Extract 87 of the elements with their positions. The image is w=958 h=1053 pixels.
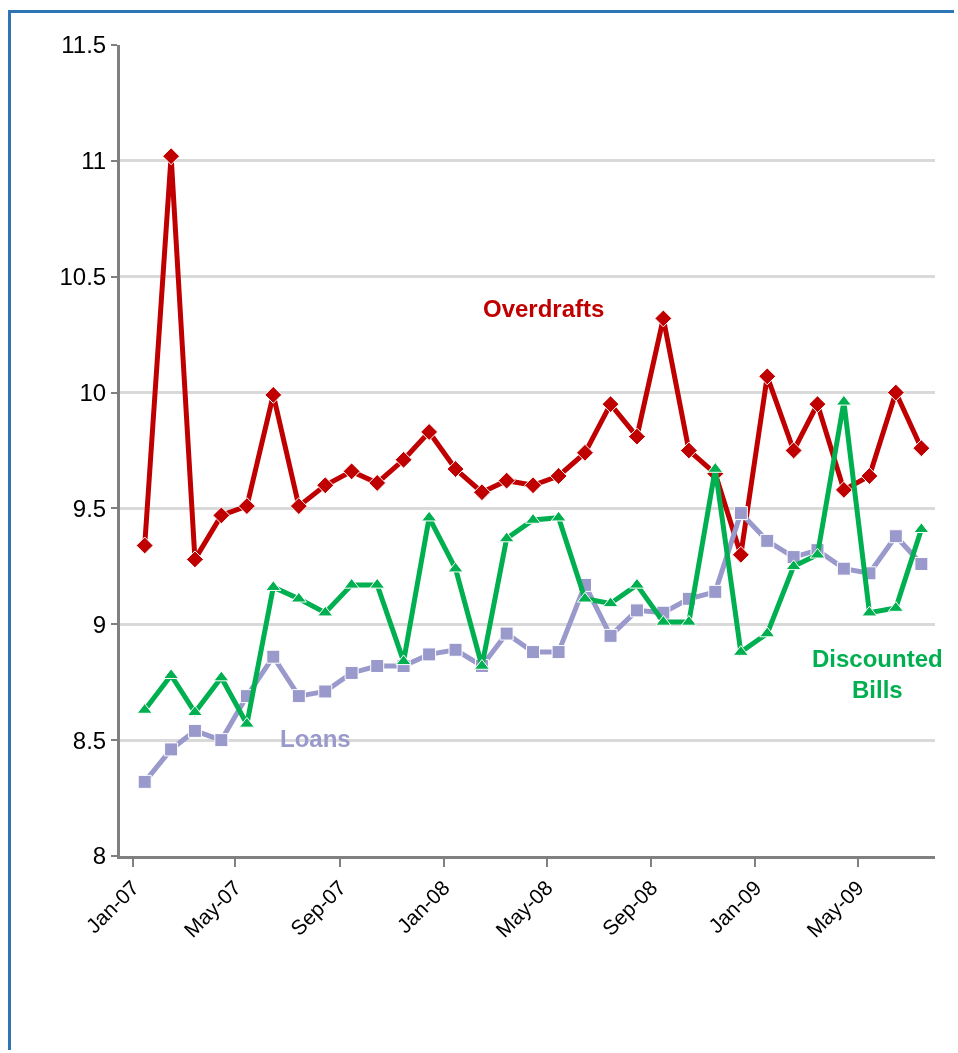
point: [318, 684, 333, 699]
point: [237, 497, 256, 516]
point: [888, 529, 903, 544]
point: [913, 522, 930, 534]
point: [886, 383, 905, 402]
point: [212, 506, 231, 525]
point: [291, 689, 306, 704]
point: [499, 626, 514, 641]
point: [576, 443, 594, 462]
point: [835, 394, 852, 406]
y-tick-label: 9: [92, 610, 107, 638]
point: [497, 471, 516, 490]
point: [135, 536, 154, 555]
point: [162, 147, 181, 166]
point: [731, 545, 750, 564]
point: [679, 441, 698, 460]
point: [654, 309, 673, 328]
point: [784, 441, 803, 460]
point: [861, 605, 878, 617]
point: [422, 647, 437, 662]
point: [551, 645, 566, 660]
point: [187, 723, 202, 738]
point: [912, 439, 931, 458]
point: [472, 483, 491, 502]
point: [370, 658, 385, 673]
point: [213, 670, 230, 682]
point: [809, 547, 826, 559]
point: [185, 550, 204, 569]
point: [343, 577, 360, 589]
y-tick-label: 8.5: [72, 726, 107, 754]
point: [549, 467, 568, 485]
point: [344, 665, 359, 680]
series-label: Loans: [280, 725, 351, 752]
point: [524, 476, 542, 495]
point: [601, 395, 620, 414]
point: [808, 395, 827, 414]
point: [342, 462, 361, 481]
point: [498, 531, 515, 543]
point: [550, 510, 567, 522]
point: [602, 596, 619, 608]
point: [759, 626, 776, 638]
point: [266, 649, 281, 664]
point: [238, 716, 255, 728]
point: [446, 460, 465, 478]
point: [368, 473, 387, 492]
point: [163, 668, 180, 680]
point: [290, 591, 307, 603]
point: [526, 645, 541, 660]
point: [733, 506, 748, 521]
point: [760, 533, 775, 548]
point: [164, 742, 179, 757]
y-tick-label: 10: [79, 378, 107, 406]
point: [421, 510, 438, 522]
point: [708, 584, 723, 599]
point: [576, 591, 593, 603]
point: [628, 577, 645, 589]
point: [603, 628, 618, 643]
point: [448, 642, 463, 657]
y-tick-label: 9.5: [72, 494, 107, 522]
point: [627, 427, 646, 446]
point: [264, 385, 283, 404]
point: [316, 476, 335, 495]
point: [186, 705, 203, 717]
y-tick-label: 11: [81, 147, 107, 175]
point: [137, 774, 152, 789]
point: [914, 557, 929, 572]
point: [395, 654, 412, 666]
point: [836, 561, 851, 576]
point: [447, 561, 464, 573]
point: [289, 497, 308, 516]
series-label: Discounted Bills: [812, 645, 943, 704]
y-tick-label: 10.5: [59, 263, 107, 291]
point: [655, 614, 672, 626]
point: [758, 367, 777, 386]
point: [317, 605, 334, 617]
point: [680, 614, 697, 626]
point: [834, 480, 853, 499]
text: Overdrafts: [483, 295, 605, 322]
point: [214, 733, 229, 748]
point: [629, 603, 644, 618]
y-tick-label: 8: [92, 842, 107, 870]
point: [785, 559, 802, 571]
point: [420, 423, 439, 441]
point: [369, 577, 386, 589]
y-tick-label: 11.5: [61, 31, 107, 59]
point: [394, 450, 413, 469]
point: [860, 467, 879, 485]
